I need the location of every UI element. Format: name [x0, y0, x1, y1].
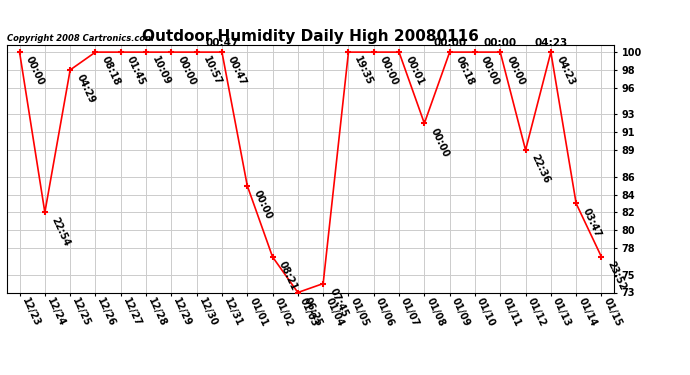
- Text: 22:54: 22:54: [49, 215, 71, 248]
- Text: 06:25: 06:25: [302, 295, 324, 328]
- Text: 04:23: 04:23: [534, 38, 567, 48]
- Text: 06:18: 06:18: [454, 55, 476, 87]
- Text: 00:00: 00:00: [504, 55, 526, 87]
- Text: 22:36: 22:36: [530, 153, 552, 185]
- Title: Outdoor Humidity Daily High 20080116: Outdoor Humidity Daily High 20080116: [142, 29, 479, 44]
- Text: 01:45: 01:45: [125, 55, 147, 87]
- Text: 00:47: 00:47: [226, 55, 248, 87]
- Text: 08:18: 08:18: [99, 55, 122, 87]
- Text: 00:00: 00:00: [479, 55, 501, 87]
- Text: 07:45: 07:45: [327, 286, 349, 319]
- Text: 04:29: 04:29: [75, 73, 97, 105]
- Text: 00:00: 00:00: [433, 38, 466, 48]
- Text: Copyright 2008 Cartronics.com: Copyright 2008 Cartronics.com: [7, 33, 154, 42]
- Text: 23:52: 23:52: [606, 260, 628, 292]
- Text: 03:47: 03:47: [580, 206, 602, 238]
- Text: 00:00: 00:00: [428, 126, 451, 159]
- Text: 04:23: 04:23: [555, 55, 577, 87]
- Text: 00:00: 00:00: [23, 55, 46, 87]
- Text: 00:00: 00:00: [251, 189, 273, 221]
- Text: 08:21: 08:21: [277, 260, 299, 292]
- Text: 10:57: 10:57: [201, 55, 223, 87]
- Text: 00:47: 00:47: [205, 38, 239, 48]
- Text: 00:00: 00:00: [378, 55, 400, 87]
- Text: 10:09: 10:09: [150, 55, 172, 87]
- Text: 19:35: 19:35: [353, 55, 375, 87]
- Text: 00:01: 00:01: [403, 55, 425, 87]
- Text: 00:00: 00:00: [175, 55, 197, 87]
- Text: 00:00: 00:00: [484, 38, 517, 48]
